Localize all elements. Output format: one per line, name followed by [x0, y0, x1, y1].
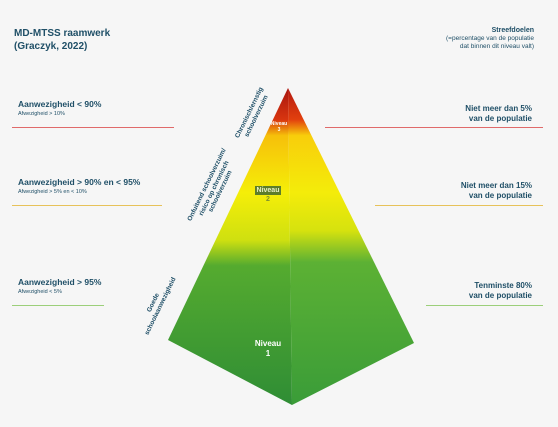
goal-header-line-2: dat binnen dit niveau valt) — [459, 43, 534, 50]
tier-3-goal: Niet meer dan 5% van de populatie — [382, 104, 532, 124]
tier-2-absence-text: Afwezigheid > 5% en < 10% — [18, 189, 87, 195]
pyramid-right-face — [288, 88, 414, 405]
level-3-word: Niveau — [270, 121, 288, 127]
level-3-label: Niveau 3 — [264, 121, 294, 133]
tier-3-attendance-text: Aanwezigheid < 90% — [18, 99, 102, 109]
goal-header-line-1: (=percentage van de populatie — [446, 35, 534, 42]
tier-1-attendance: Aanwezigheid > 95% Afwezigheid < 5% — [18, 277, 178, 296]
level-1-word: Niveau — [254, 339, 282, 348]
tier-2-attendance: Aanwezigheid > 90% en < 95% Afwezigheid … — [18, 177, 178, 196]
level-1-number: 1 — [265, 349, 271, 358]
goal-header: Streefdoelen (=percentage van de populat… — [384, 27, 534, 51]
tier-2-goal: Niet meer dan 15% van de populatie — [382, 181, 532, 201]
tier-2-goal-line-2: van de populatie — [468, 191, 532, 200]
tier-3-goal-line-1: Niet meer dan 5% — [465, 104, 532, 113]
level-2-label: Niveau 2 — [253, 186, 283, 204]
level-1-label: Niveau 1 — [250, 339, 286, 359]
diagram-title: MD-MTSS raamwerk (Graczyk, 2022) — [14, 27, 164, 53]
tier-2-attendance-text: Aanwezigheid > 90% en < 95% — [18, 177, 141, 187]
level-2-number: 2 — [266, 196, 270, 203]
tier-1-left-line — [12, 305, 104, 306]
tier-2-left-line — [12, 205, 162, 206]
tier-3-attendance: Aanwezigheid < 90% Afwezigheid > 10% — [18, 99, 178, 118]
tier-1-goal-line-1: Tenminste 80% — [474, 281, 532, 290]
pyramid-left-face — [168, 88, 292, 405]
level-3-number: 3 — [277, 127, 281, 133]
tier-1-right-line — [426, 305, 543, 306]
tier-1-absence-text: Afwezigheid < 5% — [18, 289, 62, 295]
goal-header-heading: Streefdoelen — [491, 27, 534, 34]
title-line-2: (Graczyk, 2022) — [14, 41, 88, 52]
tier-3-absence-text: Afwezigheid > 10% — [18, 111, 65, 117]
tier-3-right-line — [325, 127, 543, 128]
tier-1-goal: Tenminste 80% van de populatie — [382, 281, 532, 301]
tier-3-goal-line-2: van de populatie — [468, 114, 532, 123]
tier-1-goal-line-2: van de populatie — [468, 291, 532, 300]
tier-1-attendance-text: Aanwezigheid > 95% — [18, 277, 102, 287]
tier-2-right-line — [375, 205, 543, 206]
level-2-word: Niveau — [254, 186, 282, 195]
title-line-1: MD-MTSS raamwerk — [14, 28, 111, 39]
tier-3-left-line — [12, 127, 174, 128]
tier-2-goal-line-1: Niet meer dan 15% — [460, 181, 532, 190]
